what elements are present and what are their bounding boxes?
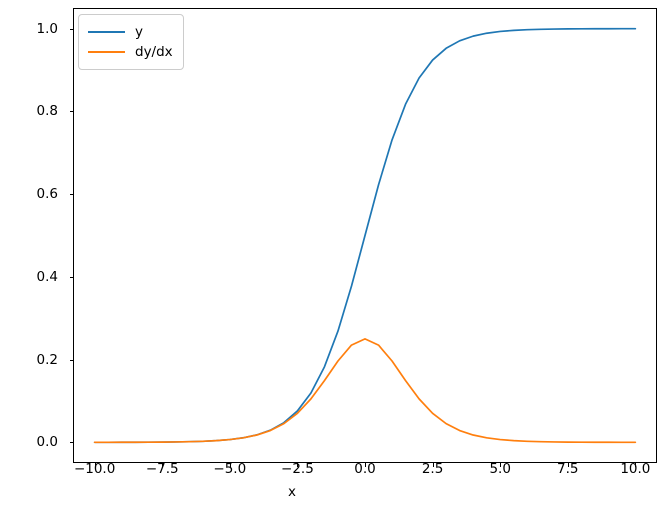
- x-tick: [500, 463, 502, 467]
- x-tick: [365, 463, 366, 467]
- x-tick-label: −5.0: [213, 461, 247, 477]
- x-tick: [229, 463, 231, 467]
- y-tick-label: 0.6: [36, 186, 58, 203]
- x-tick-label: 10.0: [620, 461, 651, 477]
- axis-spine-right: [656, 8, 657, 463]
- x-tick-label: 2.5: [421, 461, 444, 477]
- axis-spine-bottom: [73, 462, 657, 463]
- x-tick-label: 0.0: [354, 461, 376, 477]
- y-tick-label: 0.8: [36, 103, 58, 120]
- x-tick-label: 7.5: [557, 461, 579, 477]
- y-tick: [69, 442, 73, 444]
- y-tick-label: 0.0: [36, 434, 58, 451]
- x-tick: [567, 463, 569, 467]
- y-tick: [69, 359, 73, 361]
- legend-line-icon: [88, 30, 125, 34]
- y-tick: [69, 28, 73, 30]
- legend-item[interactable]: dy/dx: [88, 42, 173, 62]
- plot-curves: [93, 27, 637, 444]
- plot-axes: y dy/dx: [69, 8, 657, 467]
- x-tick: [162, 463, 164, 467]
- x-tick-label: −10.0: [73, 461, 116, 477]
- x-tick-label: −2.5: [281, 461, 314, 477]
- x-tick-label: −7.5: [145, 461, 179, 477]
- legend-box[interactable]: y dy/dx: [78, 14, 184, 70]
- legend-label: dy/dx: [135, 44, 173, 60]
- x-axis-label: x: [288, 484, 296, 500]
- x-tick: [635, 463, 637, 467]
- curve-dydx: [93, 338, 637, 444]
- axis-spine-top: [73, 8, 657, 9]
- y-tick: [69, 194, 73, 196]
- y-tick-label: 0.2: [36, 351, 58, 368]
- axis-spine-left: [73, 8, 74, 463]
- y-tick: [69, 111, 73, 113]
- y-tick-label: 1.0: [36, 20, 58, 37]
- legend-label: y: [135, 24, 143, 40]
- curve-y: [93, 27, 637, 444]
- x-tick: [432, 463, 434, 467]
- y-tick: [69, 276, 73, 278]
- y-tick-label: 0.4: [36, 268, 58, 285]
- x-tick: [94, 463, 96, 467]
- x-tick: [297, 463, 299, 467]
- x-tick-label: 5.0: [489, 461, 511, 477]
- legend-item[interactable]: y: [88, 22, 173, 42]
- legend-line-icon: [88, 50, 125, 54]
